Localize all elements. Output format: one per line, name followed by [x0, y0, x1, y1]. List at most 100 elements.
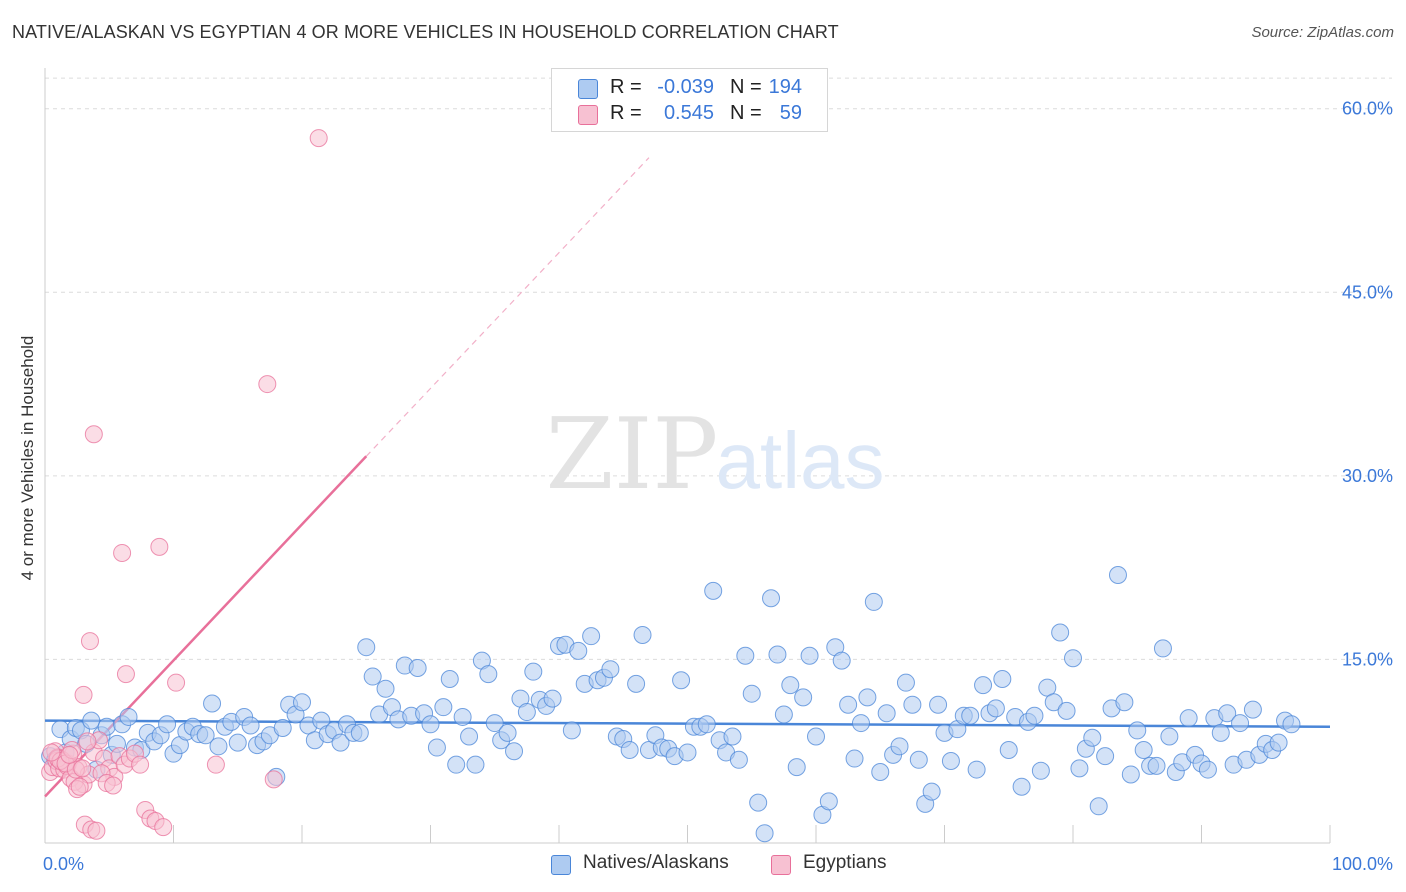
natives-point — [633, 625, 652, 644]
egyptians-point — [258, 375, 277, 394]
natives-point — [1134, 740, 1153, 759]
r-value: -0.039 — [657, 76, 714, 98]
natives-point — [1231, 714, 1250, 733]
r-label: R = — [610, 102, 642, 124]
egyptians-point — [264, 770, 283, 789]
natives-point — [787, 758, 806, 777]
natives-point — [967, 760, 986, 779]
natives-point — [1025, 706, 1044, 725]
legend-natives-label: Natives/Alaskans — [583, 852, 729, 873]
natives-point — [723, 727, 742, 746]
natives-point — [678, 743, 697, 762]
natives-point — [582, 627, 601, 646]
natives-point — [794, 688, 813, 707]
natives-point — [896, 673, 915, 692]
natives-point — [858, 688, 877, 707]
natives-point — [890, 737, 909, 756]
natives-point — [460, 727, 479, 746]
natives-point — [755, 824, 774, 843]
natives-point — [749, 793, 768, 812]
egyptians-trend-line-extension — [365, 157, 650, 457]
natives-point — [1083, 728, 1102, 747]
egyptians-point — [131, 755, 150, 774]
stats-row-egyptians: R = 0.545 N = 59 — [552, 101, 827, 127]
natives-swatch — [578, 79, 598, 99]
natives-point — [82, 711, 101, 730]
natives-point — [1121, 765, 1140, 784]
natives-point — [909, 750, 928, 769]
egyptians-point — [60, 745, 79, 764]
natives-point — [408, 658, 427, 677]
egyptians-point — [154, 818, 173, 837]
natives-point — [350, 723, 369, 742]
watermark-zip: ZIP — [546, 398, 719, 512]
natives-point — [434, 698, 453, 717]
natives-point — [273, 718, 292, 737]
natives-point — [1064, 649, 1082, 668]
y-axis-title: 4 or more Vehicles in Household — [18, 335, 37, 581]
natives-point — [986, 699, 1005, 718]
natives-point — [851, 714, 870, 733]
watermark: ZIP atlas — [546, 398, 885, 512]
natives-point — [1211, 723, 1230, 742]
natives-point — [845, 749, 864, 768]
natives-point — [819, 792, 838, 811]
natives-point — [601, 660, 620, 679]
natives-point — [421, 715, 440, 734]
egyptians-point — [73, 759, 92, 778]
natives-point — [1147, 756, 1166, 775]
natives-point — [209, 737, 228, 756]
natives-point — [196, 726, 215, 745]
natives-point — [479, 665, 498, 684]
natives-point — [1096, 747, 1115, 766]
natives-point — [800, 646, 819, 665]
natives-point — [871, 763, 890, 782]
natives-point — [1089, 797, 1108, 816]
natives-point — [440, 670, 459, 689]
egyptians-point — [116, 665, 135, 684]
natives-point — [1070, 759, 1089, 778]
natives-point — [1108, 565, 1127, 584]
natives-point — [974, 676, 993, 695]
natives-point — [453, 707, 472, 726]
legend-egyptians-label: Egyptians — [803, 852, 887, 873]
natives-point — [768, 645, 787, 664]
natives-point — [941, 752, 960, 771]
natives-point — [447, 755, 466, 774]
natives-point — [376, 679, 395, 698]
egyptians-point — [87, 821, 106, 840]
egyptians-point — [84, 425, 103, 444]
natives-point — [331, 733, 350, 752]
natives-point — [807, 727, 825, 746]
natives-point — [427, 738, 446, 757]
r-label: R = — [610, 76, 642, 98]
natives-point — [774, 705, 793, 724]
natives-point — [781, 676, 800, 695]
natives-point — [922, 782, 941, 801]
data-points — [41, 129, 1301, 843]
y-tick-label: 60.0% — [1342, 99, 1393, 119]
natives-point — [1198, 760, 1217, 779]
x-tick-label: 100.0% — [1332, 854, 1393, 874]
r-value: 0.545 — [663, 102, 714, 124]
natives-point — [839, 695, 858, 714]
legend-natives-swatch — [551, 855, 571, 875]
natives-point — [832, 651, 851, 670]
natives-point — [1179, 709, 1198, 728]
natives-point — [1153, 639, 1172, 658]
natives-point — [1051, 623, 1070, 642]
natives-point — [1031, 761, 1050, 780]
natives-point — [929, 695, 948, 714]
natives-point — [1218, 704, 1237, 723]
correlation-stats-box: R = -0.039 N = 194 R = 0.545 N = 59 — [551, 68, 828, 132]
natives-point — [485, 714, 504, 733]
natives-point — [524, 662, 543, 681]
grid-lines — [45, 77, 1392, 660]
y-tick-label: 45.0% — [1342, 282, 1393, 302]
y-tick-label: 15.0% — [1342, 649, 1393, 669]
chart-title: NATIVE/ALASKAN VS EGYPTIAN 4 OR MORE VEH… — [12, 22, 839, 42]
natives-point — [363, 667, 382, 686]
egyptians-point — [167, 673, 186, 692]
egyptians-point — [74, 685, 93, 704]
